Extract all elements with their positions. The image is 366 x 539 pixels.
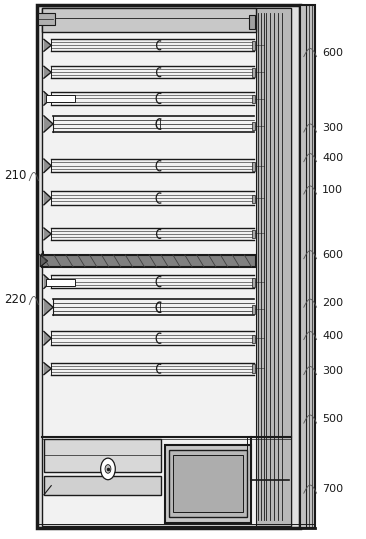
- Bar: [46, 279, 75, 286]
- Bar: [165, 445, 251, 523]
- Bar: [252, 195, 255, 203]
- Text: 220: 220: [4, 293, 26, 306]
- Polygon shape: [44, 228, 51, 240]
- Text: 500: 500: [322, 414, 343, 424]
- Text: 100: 100: [322, 185, 343, 195]
- Bar: [169, 450, 247, 517]
- Text: 700: 700: [322, 484, 343, 494]
- Polygon shape: [44, 159, 51, 172]
- Polygon shape: [44, 363, 51, 375]
- Bar: [38, 13, 55, 25]
- Polygon shape: [44, 116, 53, 132]
- Bar: [252, 122, 255, 130]
- Bar: [44, 476, 161, 495]
- Polygon shape: [44, 191, 51, 205]
- Bar: [46, 95, 75, 102]
- Text: 600: 600: [322, 47, 343, 58]
- Bar: [249, 15, 255, 29]
- Bar: [252, 162, 255, 171]
- Bar: [252, 95, 255, 103]
- Polygon shape: [40, 255, 48, 267]
- Bar: [42, 255, 256, 267]
- Bar: [37, 5, 300, 528]
- Polygon shape: [44, 331, 51, 345]
- Circle shape: [105, 465, 111, 473]
- Polygon shape: [44, 299, 53, 315]
- Polygon shape: [44, 66, 51, 78]
- Text: 300: 300: [322, 365, 343, 376]
- Polygon shape: [44, 39, 51, 51]
- Bar: [42, 8, 291, 526]
- Text: 210: 210: [4, 169, 26, 182]
- Text: 400: 400: [322, 330, 343, 341]
- Bar: [252, 278, 255, 287]
- Bar: [252, 335, 255, 343]
- Bar: [252, 364, 255, 373]
- Polygon shape: [44, 92, 51, 105]
- Bar: [252, 68, 255, 77]
- Bar: [252, 230, 255, 238]
- Bar: [42, 8, 256, 32]
- Bar: [256, 8, 291, 526]
- Bar: [300, 5, 315, 528]
- Polygon shape: [44, 275, 51, 288]
- Bar: [44, 439, 161, 472]
- Text: 400: 400: [322, 153, 343, 163]
- Text: 200: 200: [322, 298, 343, 308]
- Circle shape: [101, 458, 115, 480]
- Bar: [252, 305, 255, 314]
- Text: 300: 300: [322, 123, 343, 133]
- Bar: [252, 41, 255, 50]
- Bar: [172, 455, 243, 512]
- Text: 600: 600: [322, 250, 343, 260]
